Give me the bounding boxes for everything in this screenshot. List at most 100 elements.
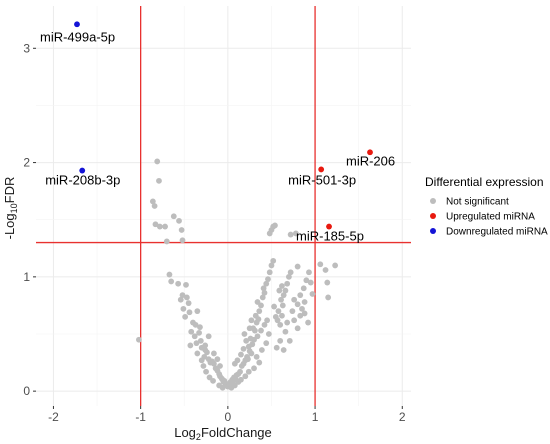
not-significant-point [170, 213, 177, 220]
not-significant-point [204, 349, 210, 356]
point-label: miR-499a-5p [40, 29, 115, 44]
not-significant-point [276, 287, 283, 294]
x-tick-label: -1 [135, 410, 146, 424]
y-tick-label: 1 [23, 270, 30, 284]
point-label: miR-185-5p [296, 229, 364, 244]
not-significant-point [168, 278, 175, 285]
not-significant-point [282, 328, 289, 335]
y-tick-label: 0 [23, 384, 30, 398]
upregulated-mirna-point [367, 149, 373, 156]
not-significant-point [291, 317, 298, 324]
not-significant-point [254, 299, 261, 305]
not-significant-point [272, 222, 278, 229]
not-significant-point [294, 263, 301, 270]
not-significant-point [196, 329, 202, 336]
not-significant-point [307, 279, 314, 286]
not-significant-point [309, 291, 316, 297]
y-axis-title: -Log10FDR [2, 177, 19, 240]
not-significant-point [303, 277, 310, 284]
not-significant-point [186, 309, 193, 316]
not-significant-point [324, 279, 331, 286]
not-significant-point [273, 344, 280, 351]
not-significant-point [183, 281, 189, 288]
not-significant-point [151, 203, 158, 209]
upregulated-mirna-point [318, 166, 325, 173]
not-significant-point [205, 333, 212, 340]
not-significant-point [292, 230, 299, 237]
not-significant-point [180, 305, 187, 312]
not-significant-point [200, 363, 207, 369]
not-significant-point [251, 365, 257, 372]
not-significant-point [211, 350, 217, 357]
not-significant-point [185, 300, 192, 307]
not-significant-point [301, 299, 308, 305]
not-significant-point [274, 317, 281, 324]
not-significant-point [259, 294, 266, 301]
not-significant-point [275, 308, 282, 315]
not-significant-point [264, 317, 271, 324]
not-significant-point [282, 287, 289, 294]
not-significant-point [256, 359, 263, 366]
not-significant-point [240, 345, 247, 352]
not-significant-point [217, 363, 223, 369]
not-significant-point [214, 356, 221, 363]
not-significant-point [317, 261, 324, 268]
not-significant-point [322, 267, 329, 273]
not-significant-point [265, 276, 271, 283]
not-significant-point [258, 347, 265, 353]
not-significant-point [297, 292, 304, 299]
not-significant-point [243, 337, 250, 344]
not-significant-point [279, 312, 285, 319]
point-label: miR-208b-3p [45, 173, 120, 188]
not-significant-point [280, 292, 287, 299]
not-significant-point [279, 283, 285, 289]
axis-ticks: -2 -1 0 1 2 0 1 2 3 [23, 41, 406, 424]
legend-label: Upregulated miRNA [446, 212, 535, 223]
legend-label: Not significant [446, 197, 509, 208]
not-significant-point [191, 333, 198, 340]
not-significant-point [266, 230, 273, 237]
not-significant-point [187, 342, 194, 349]
not-significant-point [277, 337, 284, 344]
not-significant-point [256, 308, 263, 315]
not-significant-point [260, 285, 267, 292]
not-significant-point [192, 321, 199, 328]
x-tick-label: 2 [399, 410, 406, 424]
not-significant-point [289, 308, 296, 315]
not-significant-point [188, 328, 195, 335]
not-significant-point [203, 368, 209, 375]
legend-swatch [430, 213, 436, 219]
not-significant-point [179, 237, 186, 244]
not-significant-point [332, 262, 339, 269]
x-tick-label: 0 [225, 410, 232, 424]
not-significant-point [284, 280, 291, 287]
not-significant-point [249, 341, 256, 348]
downregulated-mirna-point [74, 21, 80, 28]
y-tick-label: 2 [23, 156, 30, 170]
not-significant-point [300, 285, 307, 292]
not-significant-point [279, 302, 286, 309]
upregulated-mirna-point [326, 223, 332, 230]
not-significant-point [325, 294, 332, 301]
not-significant-point [183, 294, 190, 301]
not-significant-point [299, 305, 305, 312]
not-significant-point [194, 308, 201, 315]
not-significant-point [179, 292, 186, 299]
not-significant-point [261, 321, 268, 328]
not-significant-point [254, 333, 261, 340]
point-label: miR-501-3p [288, 172, 356, 187]
not-significant-point [149, 198, 156, 205]
not-significant-point [178, 227, 185, 233]
not-significant-point [301, 310, 308, 317]
not-significant-point [177, 296, 184, 303]
not-significant-point [258, 327, 264, 334]
not-significant-point [176, 217, 182, 224]
not-significant-point [248, 350, 255, 357]
x-tick-label: -2 [48, 410, 59, 424]
not-significant-point [198, 357, 205, 364]
not-significant-point [271, 303, 277, 310]
legend-swatch [430, 228, 436, 234]
not-significant-point [245, 356, 251, 363]
not-significant-point [234, 357, 241, 364]
not-significant-point [156, 177, 162, 184]
